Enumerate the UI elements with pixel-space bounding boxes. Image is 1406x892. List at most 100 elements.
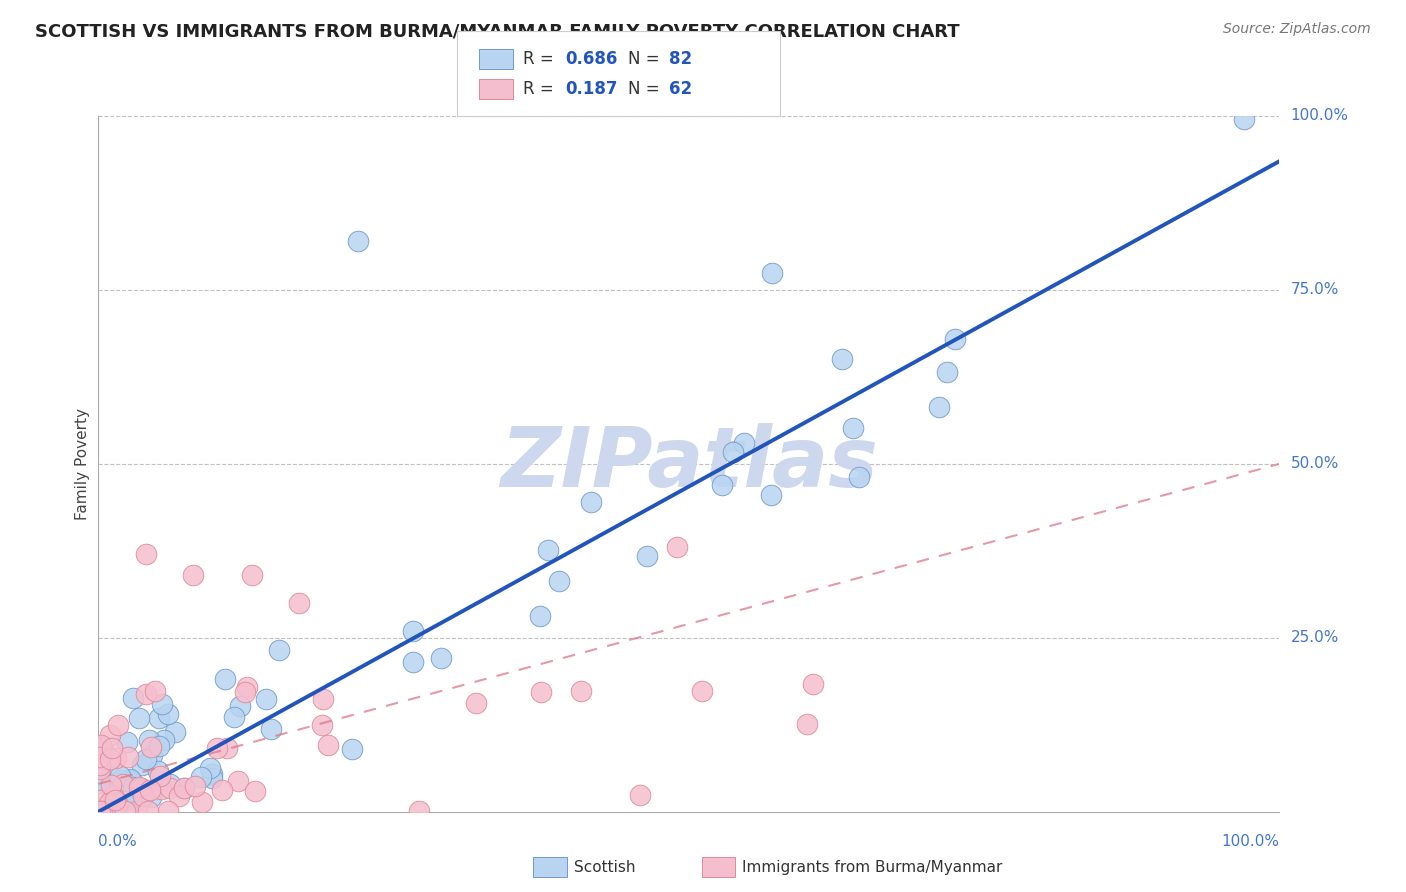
Point (628, 788, 651, 802)
Point (316, 739, 339, 753)
Point (90, 804, 112, 818)
Point (579, 494, 602, 508)
Point (150, 697, 173, 711)
Point (105, 751, 128, 765)
Point (135, 752, 157, 766)
Point (200, 761, 222, 775)
Point (138, 732, 160, 747)
Point (347, 234, 370, 248)
Point (530, 685, 553, 699)
Point (104, 793, 127, 807)
Point (801, 676, 824, 690)
Point (201, 771, 224, 785)
Text: SCOTTISH VS IMMIGRANTS FROM BURMA/MYANMAR FAMILY POVERTY CORRELATION CHART: SCOTTISH VS IMMIGRANTS FROM BURMA/MYANMA… (35, 22, 960, 40)
Point (135, 547, 157, 561)
Point (569, 684, 592, 698)
Point (120, 772, 142, 786)
Point (636, 549, 658, 563)
Point (156, 804, 179, 818)
Point (143, 683, 166, 698)
Point (721, 445, 744, 459)
Text: 0.0%: 0.0% (98, 834, 138, 849)
Point (214, 672, 236, 686)
Point (114, 804, 136, 818)
Text: Scottish: Scottish (574, 860, 636, 874)
Point (141, 740, 163, 755)
Point (148, 739, 170, 753)
Point (89, 776, 111, 790)
Point (928, 400, 950, 414)
Point (217, 740, 239, 755)
Point (796, 717, 818, 731)
Point (118, 804, 141, 818)
Point (548, 574, 571, 588)
Point (153, 732, 176, 747)
Text: 0.187: 0.187 (565, 80, 617, 98)
Point (98, 728, 121, 742)
Text: N =: N = (628, 50, 665, 68)
Point (690, 684, 713, 698)
Point (159, 780, 181, 795)
Text: 50.0%: 50.0% (1291, 457, 1339, 471)
Point (156, 707, 179, 722)
Point (105, 789, 128, 803)
Point (159, 777, 181, 791)
Point (201, 767, 224, 781)
Point (529, 609, 551, 624)
Point (936, 365, 959, 379)
Point (311, 692, 333, 706)
Point (90, 738, 112, 752)
Point (222, 710, 245, 724)
Text: R =: R = (523, 80, 560, 98)
Point (112, 777, 135, 791)
Point (91, 772, 114, 786)
Point (183, 779, 205, 793)
Text: R =: R = (523, 50, 560, 68)
Point (167, 789, 190, 803)
Point (100, 778, 122, 792)
Point (114, 785, 136, 799)
Point (122, 691, 145, 706)
Point (100, 798, 122, 813)
Point (90, 804, 112, 818)
Point (115, 735, 138, 749)
Point (103, 804, 125, 818)
Point (148, 711, 170, 725)
Text: N =: N = (628, 80, 665, 98)
Point (254, 692, 277, 706)
Point (149, 769, 172, 783)
Point (243, 784, 266, 798)
Point (233, 685, 256, 699)
Point (288, 596, 311, 610)
Point (148, 764, 170, 779)
Text: 0.686: 0.686 (565, 50, 617, 68)
Point (402, 655, 425, 669)
Point (761, 266, 783, 280)
Text: 25.0%: 25.0% (1291, 631, 1339, 645)
Point (141, 747, 163, 762)
Point (165, 725, 187, 739)
Point (128, 711, 150, 725)
Point (124, 794, 146, 808)
Point (117, 804, 139, 818)
Point (943, 332, 966, 346)
Point (97, 804, 120, 818)
Text: 100.0%: 100.0% (1222, 834, 1279, 849)
Point (129, 781, 152, 796)
Point (149, 782, 172, 797)
Point (229, 698, 252, 713)
Point (205, 740, 228, 755)
Point (112, 794, 135, 808)
Point (101, 741, 124, 756)
Y-axis label: Family Poverty: Family Poverty (75, 408, 90, 520)
Point (108, 780, 131, 795)
Point (103, 804, 125, 818)
Point (711, 478, 734, 492)
Point (464, 696, 486, 710)
Point (136, 804, 159, 818)
Point (112, 804, 135, 818)
Point (402, 624, 425, 638)
Text: Source: ZipAtlas.com: Source: ZipAtlas.com (1223, 22, 1371, 37)
Point (97, 796, 120, 810)
Text: 75.0%: 75.0% (1291, 283, 1339, 297)
